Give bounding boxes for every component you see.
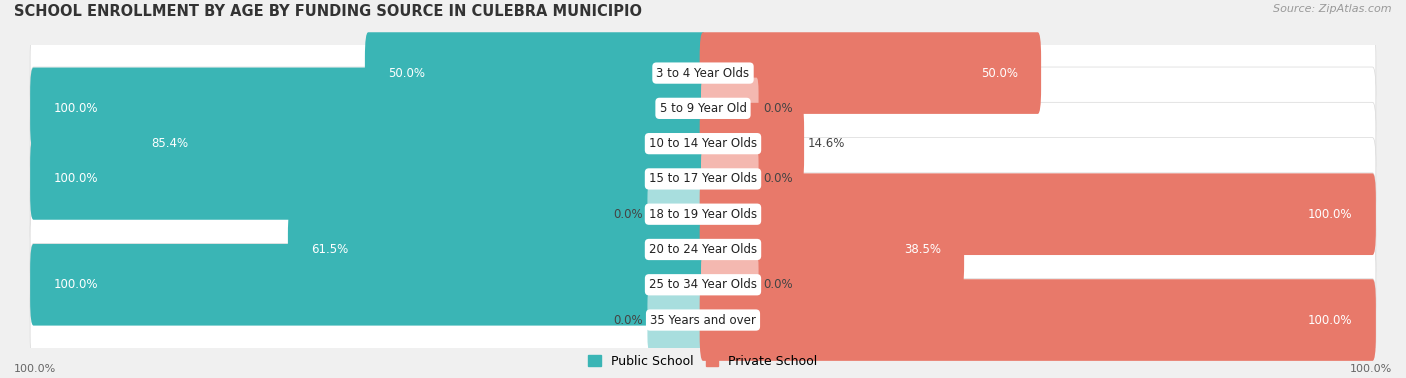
FancyBboxPatch shape — [700, 103, 804, 184]
Text: 100.0%: 100.0% — [53, 278, 98, 291]
FancyBboxPatch shape — [30, 208, 1376, 291]
FancyBboxPatch shape — [647, 183, 704, 245]
FancyBboxPatch shape — [700, 32, 1040, 114]
FancyBboxPatch shape — [30, 67, 1376, 150]
Text: 38.5%: 38.5% — [904, 243, 941, 256]
FancyBboxPatch shape — [30, 243, 1376, 326]
FancyBboxPatch shape — [702, 148, 759, 210]
Text: 15 to 17 Year Olds: 15 to 17 Year Olds — [650, 172, 756, 186]
FancyBboxPatch shape — [30, 279, 1376, 361]
Text: 5 to 9 Year Old: 5 to 9 Year Old — [659, 102, 747, 115]
Text: 85.4%: 85.4% — [152, 137, 188, 150]
FancyBboxPatch shape — [30, 138, 1376, 220]
FancyBboxPatch shape — [700, 174, 1376, 255]
FancyBboxPatch shape — [30, 138, 706, 220]
FancyBboxPatch shape — [30, 102, 1376, 185]
FancyBboxPatch shape — [30, 32, 1376, 115]
FancyBboxPatch shape — [288, 209, 706, 290]
Text: 35 Years and over: 35 Years and over — [650, 313, 756, 327]
FancyBboxPatch shape — [700, 209, 965, 290]
Text: 0.0%: 0.0% — [763, 172, 793, 186]
FancyBboxPatch shape — [30, 244, 706, 325]
Text: 50.0%: 50.0% — [980, 67, 1018, 80]
Text: 0.0%: 0.0% — [613, 208, 643, 221]
Text: 50.0%: 50.0% — [388, 67, 426, 80]
FancyBboxPatch shape — [30, 68, 706, 149]
Text: 61.5%: 61.5% — [311, 243, 349, 256]
Text: 0.0%: 0.0% — [763, 102, 793, 115]
FancyBboxPatch shape — [366, 32, 706, 114]
Text: 10 to 14 Year Olds: 10 to 14 Year Olds — [650, 137, 756, 150]
Text: Source: ZipAtlas.com: Source: ZipAtlas.com — [1274, 4, 1392, 14]
Text: 18 to 19 Year Olds: 18 to 19 Year Olds — [650, 208, 756, 221]
Text: SCHOOL ENROLLMENT BY AGE BY FUNDING SOURCE IN CULEBRA MUNICIPIO: SCHOOL ENROLLMENT BY AGE BY FUNDING SOUR… — [14, 4, 643, 19]
Text: 100.0%: 100.0% — [1308, 208, 1353, 221]
FancyBboxPatch shape — [700, 279, 1376, 361]
Text: 25 to 34 Year Olds: 25 to 34 Year Olds — [650, 278, 756, 291]
Text: 100.0%: 100.0% — [53, 172, 98, 186]
Text: 3 to 4 Year Olds: 3 to 4 Year Olds — [657, 67, 749, 80]
FancyBboxPatch shape — [702, 254, 759, 316]
Text: 20 to 24 Year Olds: 20 to 24 Year Olds — [650, 243, 756, 256]
FancyBboxPatch shape — [647, 289, 704, 351]
FancyBboxPatch shape — [30, 173, 1376, 256]
Text: 100.0%: 100.0% — [14, 364, 56, 374]
Text: 100.0%: 100.0% — [1308, 313, 1353, 327]
Text: 100.0%: 100.0% — [1350, 364, 1392, 374]
Text: 0.0%: 0.0% — [613, 313, 643, 327]
Text: 14.6%: 14.6% — [807, 137, 845, 150]
Legend: Public School, Private School: Public School, Private School — [588, 355, 818, 368]
FancyBboxPatch shape — [702, 77, 759, 139]
Text: 100.0%: 100.0% — [53, 102, 98, 115]
FancyBboxPatch shape — [128, 103, 706, 184]
Text: 0.0%: 0.0% — [763, 278, 793, 291]
